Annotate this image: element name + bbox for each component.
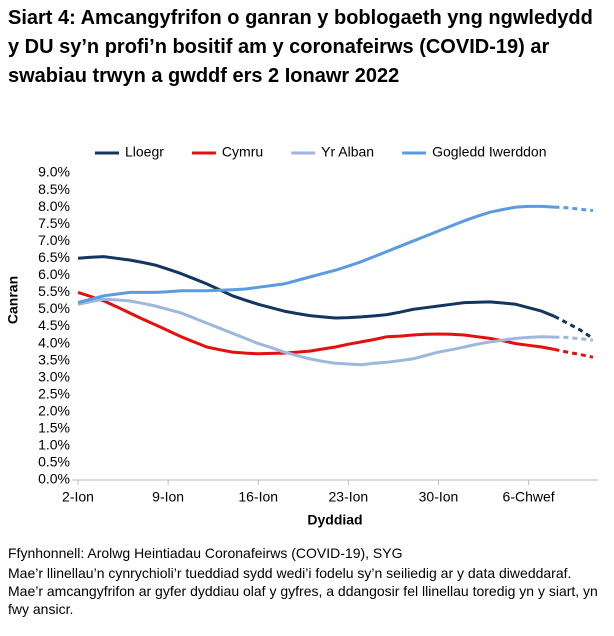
chart-title: Siart 4: Amcangyfrifon o ganran y boblog… bbox=[8, 7, 593, 87]
series-line bbox=[554, 347, 594, 359]
y-tick-label: 7.5% bbox=[38, 215, 70, 231]
x-tick-label: 6-Chwef bbox=[503, 489, 555, 505]
y-tick-label: 4.0% bbox=[38, 334, 70, 350]
series-line bbox=[77, 297, 555, 367]
y-tick-label: 5.0% bbox=[38, 300, 70, 316]
note: Mae’r llinellau’n cynrychioli’r tueddiad… bbox=[8, 565, 598, 617]
y-tick-label: 2.0% bbox=[38, 402, 70, 418]
y-tick-label: 3.5% bbox=[38, 351, 70, 367]
x-tick-label: 2-Ion bbox=[62, 489, 94, 505]
y-tick-label: 6.5% bbox=[38, 249, 70, 265]
y-tick-label: 7.0% bbox=[38, 232, 70, 248]
x-tick-label: 9-Ion bbox=[152, 489, 184, 505]
y-axis-label: Canran bbox=[5, 276, 21, 324]
y-tick-label: 0.0% bbox=[38, 471, 70, 487]
y-tick-label: 1.0% bbox=[38, 437, 70, 453]
series-line bbox=[77, 204, 555, 305]
y-tick-label: 4.5% bbox=[38, 317, 70, 333]
y-tick-label: 8.5% bbox=[38, 181, 70, 197]
series-line bbox=[553, 314, 594, 340]
y-tick-label: 8.0% bbox=[38, 198, 70, 214]
series-line bbox=[77, 255, 555, 320]
source: Ffynhonnell: Arolwg Heintiadau Coronafei… bbox=[8, 545, 403, 561]
legend-label: Cymru bbox=[222, 144, 263, 160]
series-line bbox=[554, 335, 594, 342]
y-tick-label: 3.0% bbox=[38, 368, 70, 384]
legend-label: Yr Alban bbox=[321, 144, 374, 160]
series-line bbox=[77, 290, 555, 356]
x-tick-label: 30-Ion bbox=[419, 489, 459, 505]
legend-label: Gogledd Iwerddon bbox=[432, 144, 546, 160]
y-tick-label: 5.5% bbox=[38, 283, 70, 299]
x-axis-label: Dyddiad bbox=[307, 512, 362, 528]
chart: Canran Dyddiad 0.0%0.5%1.0%1.5%2.0%2.5%3… bbox=[5, 144, 598, 528]
x-tick-label: 23-Ion bbox=[329, 489, 369, 505]
x-tick-label: 16-Ion bbox=[238, 489, 278, 505]
y-tick-label: 0.5% bbox=[38, 454, 70, 470]
legend-label: Lloegr bbox=[125, 144, 164, 160]
y-tick-label: 2.5% bbox=[38, 385, 70, 401]
y-tick-label: 6.0% bbox=[38, 266, 70, 282]
series-line bbox=[554, 205, 594, 212]
y-tick-label: 9.0% bbox=[38, 164, 70, 180]
y-tick-label: 1.5% bbox=[38, 420, 70, 436]
